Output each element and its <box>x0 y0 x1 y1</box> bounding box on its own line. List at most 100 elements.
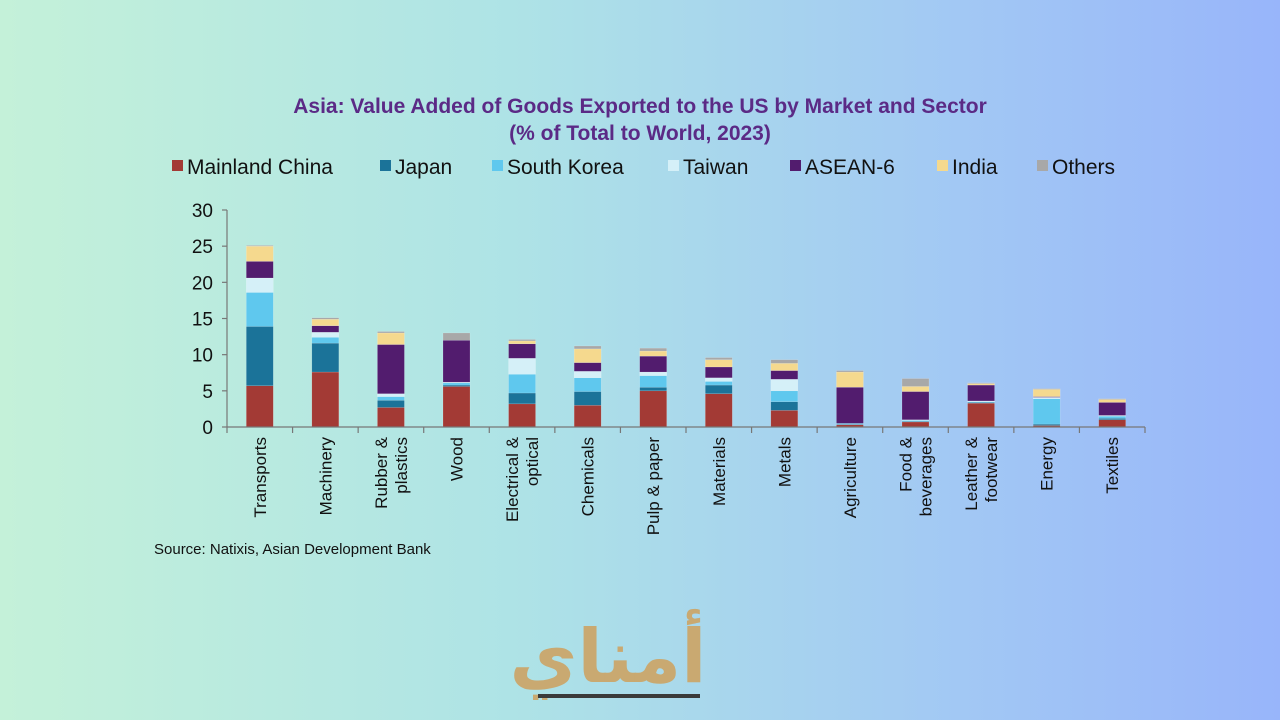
bar-segment-6-3 <box>639 371 667 376</box>
chart-title: Asia: Value Added of Goods Exported to t… <box>293 95 987 118</box>
bar-segment-0-5 <box>246 245 274 262</box>
y-tick-label-6: 30 <box>192 201 213 222</box>
bar-segment-1-2 <box>311 337 340 344</box>
bar-segment-3-6 <box>442 332 471 341</box>
legend-label-3: Taiwan <box>683 156 748 179</box>
bar-segment-5-0 <box>573 405 602 428</box>
bar-segment-10-4 <box>901 391 930 420</box>
x-category-label-12-0: Energy <box>1038 437 1057 491</box>
x-category-label-13-0: Textiles <box>1103 437 1122 494</box>
x-category-label-8-0: Metals <box>775 437 794 487</box>
bar-segment-7-2 <box>705 381 733 386</box>
bar-segment-11-1 <box>967 402 995 404</box>
bar-segment-13-1 <box>1098 418 1126 420</box>
bar-segment-8-3 <box>770 379 799 392</box>
bar-segment-13-0 <box>1098 419 1126 428</box>
bar-segment-1-5 <box>311 319 340 326</box>
bar-segment-11-4 <box>967 384 995 402</box>
bar-segment-6-1 <box>639 387 667 392</box>
legend-swatch-3 <box>668 160 679 171</box>
bar-segment-2-0 <box>377 407 405 428</box>
bar-segment-12-2 <box>1032 398 1061 425</box>
bar-segment-3-4 <box>442 340 471 383</box>
legend-label-6: Others <box>1052 156 1115 179</box>
bar-segment-4-0 <box>508 403 536 428</box>
x-category-label-5-0: Chemicals <box>579 437 598 516</box>
bar-segment-3-2 <box>442 382 471 386</box>
y-tick-label-4: 20 <box>192 273 213 294</box>
bar-segment-13-6 <box>1098 398 1126 400</box>
bar-segment-1-6 <box>311 317 340 320</box>
x-axis: Transports Machinery Rubber & plastics Wood E… <box>226 426 1146 536</box>
legend-swatch-2 <box>492 160 503 171</box>
bar-segment-4-1 <box>508 392 536 405</box>
x-category-label-1-0: Machinery <box>316 437 335 516</box>
bar-segment-8-5 <box>770 363 799 371</box>
y-tick-label-1: 5 <box>202 382 213 403</box>
x-category-label-11-0: Leather & <box>962 436 981 510</box>
legend-swatch-5 <box>937 160 948 171</box>
logo: أمناي <box>510 608 707 700</box>
bar-segment-0-2 <box>246 292 274 327</box>
chart-subtitle: (% of Total to World, 2023) <box>509 122 771 145</box>
y-axis: 0 5 10 15 20 25 30 <box>192 201 228 439</box>
bar-segment-11-5 <box>967 383 995 386</box>
x-category-label-4-1: optical <box>523 437 542 486</box>
legend: Mainland China Japan South Korea Taiwan ASEA… <box>172 156 1115 179</box>
logo-underline <box>538 694 700 698</box>
y-tick-label-2: 10 <box>192 346 213 367</box>
logo-wordmark: أمناي <box>510 608 707 700</box>
bar-segment-1-4 <box>311 325 340 333</box>
bar-segment-5-6 <box>573 345 602 350</box>
x-category-label-3-0: Wood <box>448 437 467 481</box>
bar-segment-10-0 <box>901 421 930 428</box>
legend-swatch-0 <box>172 160 183 171</box>
bar-segment-0-6 <box>246 245 274 247</box>
bar-segment-3-0 <box>442 386 471 428</box>
bar-segment-9-5 <box>836 371 864 388</box>
legend-swatch-1 <box>380 160 391 171</box>
bar-segment-3-1 <box>442 384 471 387</box>
bar-segment-5-4 <box>573 362 602 372</box>
bar-segment-13-5 <box>1098 399 1126 403</box>
bar-segment-12-3 <box>1032 397 1061 399</box>
bar-segment-8-0 <box>770 410 799 428</box>
x-category-label-7-0: Materials <box>710 437 729 506</box>
x-category-label-6-0: Pulp & paper <box>644 437 663 536</box>
bar-segment-2-1 <box>377 400 405 408</box>
bar-segment-6-6 <box>639 347 667 352</box>
bar-segment-9-4 <box>836 387 864 424</box>
legend-label-1: Japan <box>395 156 452 179</box>
bar-segment-2-5 <box>377 332 405 345</box>
bar-segment-4-2 <box>508 373 536 394</box>
bar-segment-1-0 <box>311 371 340 428</box>
bar-segment-4-4 <box>508 343 536 359</box>
bar-segment-8-4 <box>770 370 799 380</box>
bar-segment-8-2 <box>770 390 799 402</box>
bar-segment-6-2 <box>639 375 667 388</box>
x-category-label-10-0: Food & <box>897 436 916 491</box>
bar-segment-2-2 <box>377 396 405 401</box>
bar-segment-13-4 <box>1098 402 1126 416</box>
bar-segment-2-4 <box>377 344 405 394</box>
source-note: Source: Natixis, Asian Development Bank <box>154 541 431 558</box>
bar-segment-5-3 <box>573 371 602 379</box>
x-category-label-10-1: beverages <box>917 437 936 516</box>
bar-segment-6-4 <box>639 355 667 373</box>
bar-segment-1-3 <box>311 332 340 338</box>
x-category-label-2-0: Rubber & <box>372 436 391 508</box>
bar-segment-8-1 <box>770 401 799 411</box>
bar-segment-7-4 <box>705 366 733 379</box>
bar-segment-7-0 <box>705 393 733 428</box>
bar-segment-12-6 <box>1032 388 1061 390</box>
bar-segment-0-3 <box>246 277 274 293</box>
bar-segment-5-1 <box>573 391 602 406</box>
bar-segment-6-5 <box>639 350 667 357</box>
bar-segment-2-3 <box>377 393 405 397</box>
x-category-label-0-0: Transports <box>251 437 270 518</box>
y-tick-label-3: 15 <box>192 310 213 331</box>
bar-segment-0-0 <box>246 385 274 428</box>
x-category-label-4-0: Electrical & <box>503 436 522 522</box>
bar-segment-6-0 <box>639 390 667 428</box>
